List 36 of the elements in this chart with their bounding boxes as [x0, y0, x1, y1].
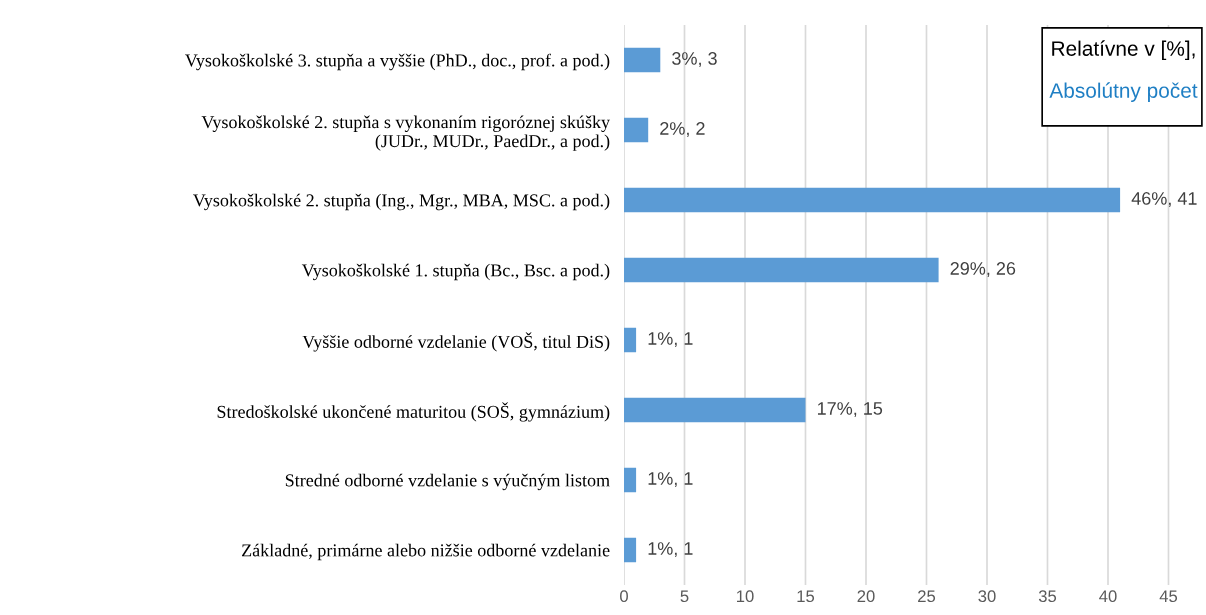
- y-tick-label: Stredoškolské ukončené maturitou (SOŠ, gymnázium): [217, 402, 610, 422]
- x-tick-label: 30: [978, 590, 996, 603]
- x-tick-label: 5: [680, 590, 689, 603]
- y-tick-label: Vysokoškolské 2. stupňa (Ing., Mgr., MBA, MSC. a pod.): [193, 193, 610, 211]
- bar: [624, 187, 1121, 213]
- data-label: 29%, 26: [950, 262, 1016, 277]
- y-tick-label: Vyššie odborné vzdelanie (VOŠ, titul DiS): [302, 332, 610, 352]
- bar: [624, 537, 637, 563]
- bar: [624, 327, 637, 353]
- annotation: Absolútny počet: [1049, 82, 1198, 103]
- bar: [624, 467, 637, 493]
- data-label: 2%, 2: [660, 122, 705, 137]
- x-tick-label: 15: [797, 590, 815, 603]
- x-tick-label: 35: [1038, 590, 1057, 603]
- x-tick-label: 45: [1159, 590, 1178, 603]
- y-tick-label: Základné, primárne alebo nižšie odborné vzdelanie: [241, 543, 610, 561]
- bar: [624, 257, 939, 283]
- bar: [624, 117, 649, 143]
- data-label: 3%, 3: [672, 52, 717, 67]
- y-tick-label: Vysokoškolské 2. stupňa s vykonaním rigoróznej skúšky (JUDr., MUDr., PaedDr., a pod.): [201, 115, 611, 151]
- y-tick-label: Vysokoškolské 3. stupňa a vyššie (PhD., doc., prof. a pod.): [185, 53, 610, 71]
- y-tick-label: Vysokoškolské 1. stupňa (Bc., Bsc. a pod.): [301, 263, 610, 281]
- annotation: Relatívne v [%],: [1052, 40, 1195, 61]
- x-tick-label: 0: [620, 590, 628, 603]
- x-tick-label: 25: [918, 590, 936, 603]
- data-label: 1%, 1: [648, 542, 693, 557]
- data-label: 46%, 41: [1131, 192, 1197, 207]
- y-tick-label: Stredné odborné vzdelanie s výučným listom: [285, 473, 610, 491]
- bar: [624, 397, 806, 423]
- data-label: 1%, 1: [648, 332, 693, 347]
- x-tick-label: 40: [1099, 590, 1117, 603]
- data-label: 1%, 1: [648, 472, 693, 487]
- x-tick-label: 20: [857, 590, 875, 603]
- bar: [624, 47, 661, 73]
- data-label: 17%, 15: [817, 402, 883, 417]
- x-tick-label: 10: [737, 590, 754, 603]
